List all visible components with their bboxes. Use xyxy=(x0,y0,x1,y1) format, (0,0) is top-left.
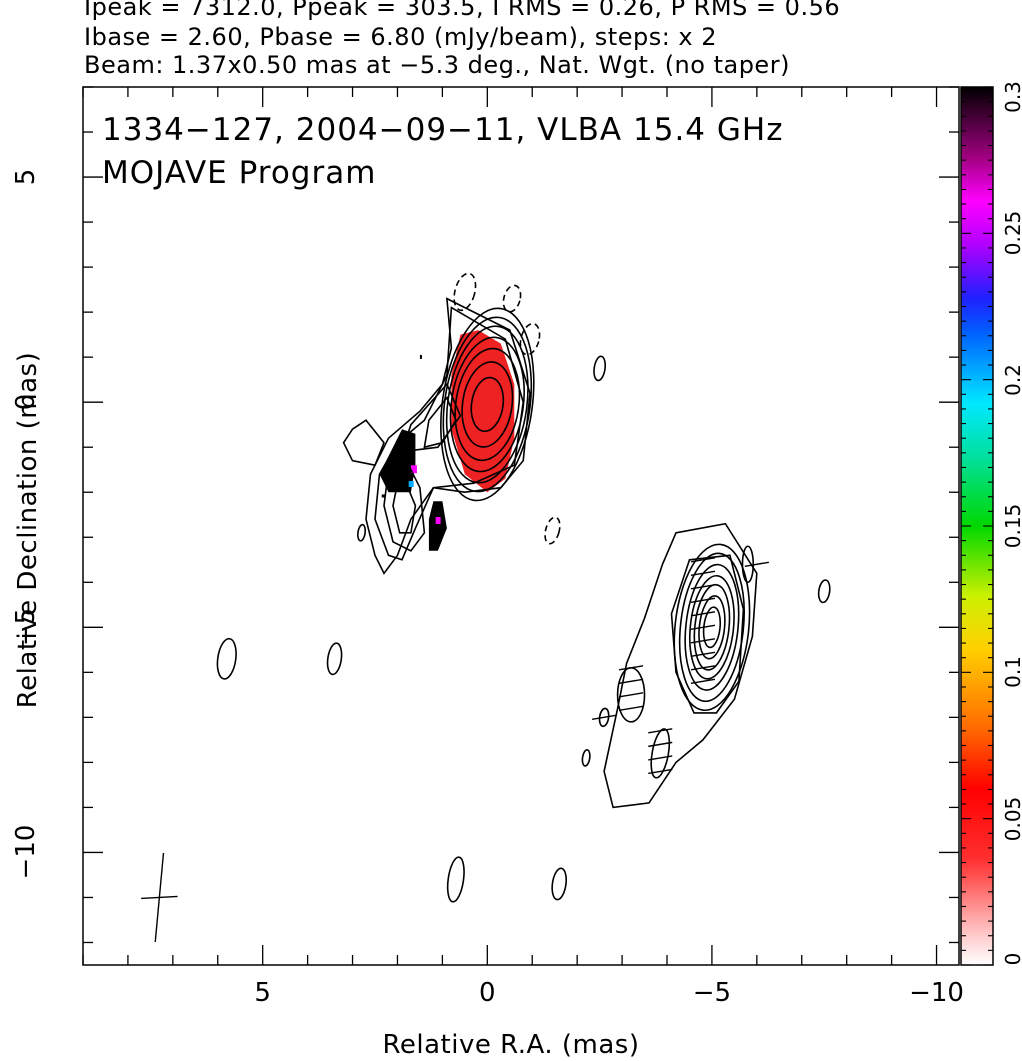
plot-subtitle: MOJAVE Program xyxy=(102,155,377,191)
polarization-pixel xyxy=(419,354,422,359)
y-tick-label: −10 xyxy=(11,824,41,880)
outer-component-contour xyxy=(678,552,745,703)
polarization-vector xyxy=(690,584,716,590)
jet-contour xyxy=(400,382,462,453)
polarization-vector xyxy=(690,678,716,685)
plot-area xyxy=(141,272,831,943)
x-tick-label: −10 xyxy=(909,978,964,1008)
polarization-vector xyxy=(648,755,673,761)
isolated-contour xyxy=(216,637,237,680)
polarization-vector xyxy=(690,665,716,671)
jet-contour xyxy=(374,306,525,561)
outer-component-contour xyxy=(673,543,751,712)
x-axis-label: Relative R.A. (mas) xyxy=(382,1030,640,1060)
polarization-vector xyxy=(690,611,716,617)
polarization-vector xyxy=(690,597,716,603)
colorbar-tick-label: 0.1 xyxy=(1001,656,1022,689)
outer-component-contour xyxy=(684,563,740,691)
colorbar-tick-label: 0.15 xyxy=(1001,503,1022,549)
colorbar-tick-label: 0.3 xyxy=(1001,81,1022,113)
isolated-contour xyxy=(593,355,607,382)
colorbar-ticks xyxy=(961,86,993,966)
outer-component-contour xyxy=(689,574,735,680)
jet-contour xyxy=(383,445,426,552)
x-tick-label: −5 xyxy=(692,978,732,1008)
polarization-vector xyxy=(690,624,716,630)
polarization-vector xyxy=(618,692,644,698)
x-tick-label: 0 xyxy=(479,978,496,1008)
polarization-pixel xyxy=(408,480,414,487)
header-stats-line: Ipeak = 7312.0, Ppeak = 303.5, I RMS = 0… xyxy=(84,0,841,21)
polarization-vector xyxy=(618,665,644,671)
jet-contour xyxy=(342,419,385,467)
plot-frame xyxy=(82,86,960,966)
negative-contour xyxy=(519,322,541,356)
polarization-vector xyxy=(690,638,716,644)
y-tick-label: 5 xyxy=(11,168,41,186)
core-contour xyxy=(461,361,514,448)
jet-contour xyxy=(365,297,531,575)
polarization-pixel xyxy=(435,516,441,524)
core-polarization-patch xyxy=(451,330,515,493)
polarization-pixel xyxy=(381,494,385,498)
colorbar-tick-label: 0.2 xyxy=(1001,363,1022,396)
beam-minor-axis xyxy=(141,895,178,900)
outer-component-contour xyxy=(693,583,731,671)
polarization-vector xyxy=(648,768,673,775)
outer-envelope-contour xyxy=(670,554,745,714)
polarization-vector xyxy=(591,714,617,721)
axis-ticks xyxy=(82,86,959,965)
isolated-contour xyxy=(551,867,568,901)
isolated-contour xyxy=(581,749,591,767)
isolated-contour xyxy=(356,523,367,542)
outer-knot-contour xyxy=(650,728,671,779)
polarization-vector xyxy=(690,557,716,563)
jet-contour xyxy=(392,477,417,534)
colorbar-tick-label: 0.05 xyxy=(1001,796,1022,841)
isolated-contour xyxy=(817,579,831,604)
negative-contour xyxy=(502,284,522,313)
x-tick-label: 5 xyxy=(254,978,271,1008)
polarization-vector xyxy=(690,651,716,658)
polarization-vector xyxy=(618,705,644,712)
negative-contour xyxy=(544,516,561,545)
outer-envelope-contour xyxy=(603,522,758,809)
polarization-pixel xyxy=(410,465,417,474)
y-axis-label: Relative Declination (mas) xyxy=(13,351,43,709)
core-contour xyxy=(454,347,521,462)
isolated-contour xyxy=(598,707,610,728)
polarization-vector xyxy=(618,678,644,685)
header-base-line: Ibase = 2.60, Pbase = 6.80 (mJy/beam), s… xyxy=(84,23,718,51)
colorbar-tick-label: 0.25 xyxy=(1001,211,1022,256)
polarization-vector xyxy=(744,561,769,567)
header-beam-line: Beam: 1.37x0.50 mas at −5.3 deg., Nat. W… xyxy=(84,51,790,79)
negative-contour xyxy=(453,272,477,312)
plot-title: 1334−127, 2004−09−11, VLBA 15.4 GHz xyxy=(102,112,784,148)
polarization-vector xyxy=(648,728,673,734)
core-contour xyxy=(440,307,535,502)
colorbar-tick-label: 0 xyxy=(1001,953,1022,966)
polarization-vector xyxy=(690,570,716,576)
outer-component-contour xyxy=(698,595,726,660)
isolated-contour xyxy=(326,642,343,676)
polarization-vector xyxy=(648,741,673,748)
jet-polarization-patch xyxy=(379,429,416,493)
core-contour xyxy=(470,376,505,433)
jet-polarization-patch xyxy=(428,501,447,551)
isolated-contour xyxy=(446,856,465,903)
